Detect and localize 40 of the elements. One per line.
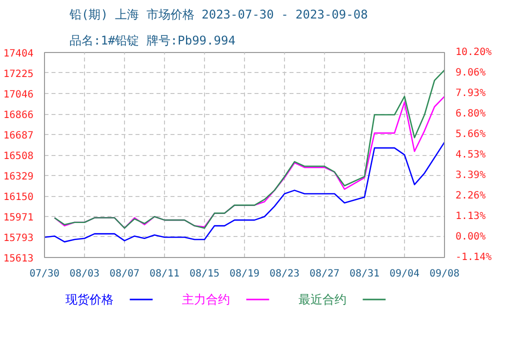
line-series [54, 69, 444, 229]
chart-subtitle: 品名:1#铅锭 牌号:Pb99.994 [70, 34, 236, 48]
legend-label: 最近合约 [298, 292, 346, 306]
y-tick-label: 15971 [3, 212, 34, 224]
y2-tick-label: 7.93% [456, 88, 486, 100]
x-tick-label: 09/08 [429, 268, 460, 280]
x-tick-label: 08/11 [149, 268, 180, 280]
x-tick-label: 08/19 [229, 268, 260, 280]
x-tick-label: 08/15 [189, 268, 220, 280]
chart-title: 铅(期) 上海 市场价格 2023-07-30 - 2023-09-08 [68, 8, 368, 22]
y2-tick-label: 9.06% [456, 68, 486, 79]
y2-tick-label: 1.13% [456, 210, 486, 222]
x-tick-label: 08/31 [349, 268, 380, 280]
x-tick-label: 08/23 [269, 268, 300, 280]
y2-tick-label: 6.80% [456, 108, 486, 120]
y-tick-label: 16329 [3, 172, 34, 183]
y2-tick-label: 4.53% [456, 150, 486, 160]
y-tick-label: 17225 [3, 68, 34, 80]
y-tick-label: 16150 [3, 192, 34, 204]
y2-tick-label: 5.66% [456, 129, 486, 140]
y-tick-label: 15793 [3, 232, 34, 244]
y-tick-label: 16687 [3, 130, 34, 142]
x-tick-label: 09/04 [389, 268, 420, 280]
legend-label: 主力合约 [182, 292, 230, 306]
x-tick-label: 08/07 [109, 268, 140, 280]
y2-tick-label: -1.14% [456, 252, 492, 263]
legend-label: 现货价格 [65, 292, 114, 306]
y2-tick-label: 0.00% [456, 231, 486, 242]
line-series [44, 142, 444, 242]
y-tick-label: 17404 [3, 48, 34, 60]
y-tick-label: 15613 [3, 254, 34, 264]
y-tick-label: 17046 [3, 89, 34, 100]
x-tick-label: 07/30 [29, 268, 60, 280]
y2-tick-label: 2.26% [456, 190, 486, 202]
y2-tick-label: 10.20% [456, 47, 492, 58]
y2-tick-label: 3.39% [456, 170, 486, 182]
x-tick-label: 08/27 [309, 268, 340, 280]
y-tick-label: 16508 [3, 151, 34, 162]
y-tick-label: 16866 [3, 110, 34, 122]
x-tick-label: 08/03 [69, 268, 100, 280]
